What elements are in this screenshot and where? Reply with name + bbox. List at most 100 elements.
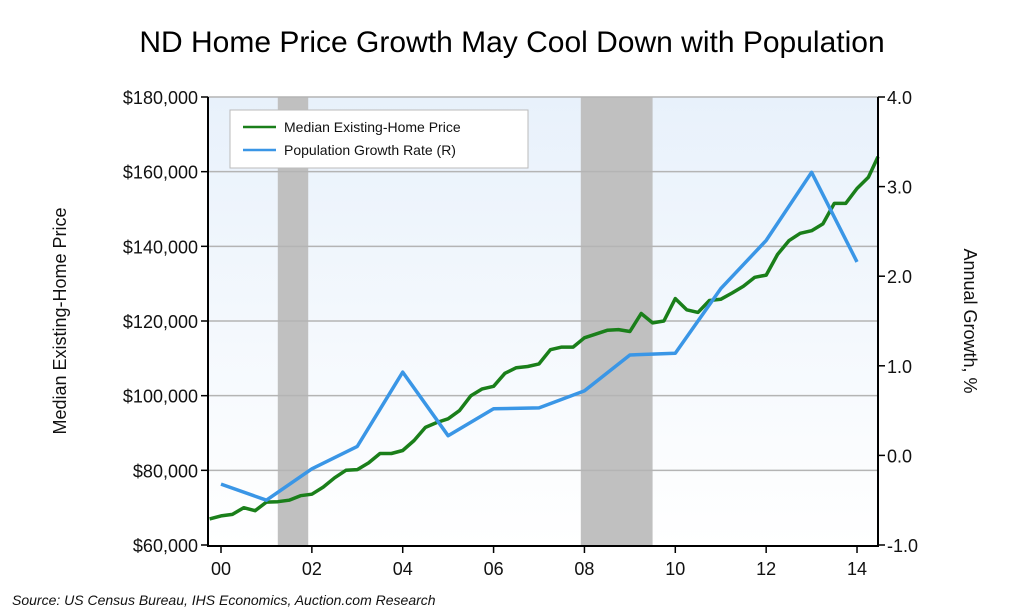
legend-label-population: Population Growth Rate (R): [284, 142, 456, 158]
home-price-point: [323, 487, 324, 488]
home-price-point: [368, 462, 369, 463]
x-tick-label: 08: [574, 559, 594, 579]
home-price-point: [311, 494, 312, 495]
home-price-point: [686, 309, 687, 310]
home-price-point: [357, 469, 358, 470]
home-price-point: [800, 233, 801, 234]
home-price-point: [209, 518, 210, 519]
population-growth-point: [221, 484, 222, 485]
population-growth-point: [675, 353, 676, 354]
population-growth-point: [720, 288, 721, 289]
x-tick-label: 12: [756, 559, 776, 579]
home-price-point: [766, 275, 767, 276]
home-price-point: [811, 230, 812, 231]
left-axis-title: Median Existing-Home Price: [50, 207, 70, 434]
home-price-point: [754, 277, 755, 278]
series-line-home-price: [209, 155, 880, 521]
home-price-point: [561, 347, 562, 348]
home-price-point: [675, 298, 676, 299]
home-price-point: [777, 254, 778, 255]
home-price-point: [698, 312, 699, 313]
home-price-point: [459, 410, 460, 411]
left-tick-label: $60,000: [133, 536, 198, 556]
right-tick-label: -1.0: [887, 536, 918, 556]
gridlines: [208, 96, 878, 472]
home-price-point: [788, 240, 789, 241]
home-price-point: [732, 293, 733, 294]
home-price-point: [550, 349, 551, 350]
left-tick-label: $120,000: [123, 312, 198, 332]
home-price-point: [482, 388, 483, 389]
home-price-point: [834, 203, 835, 204]
home-price-point: [573, 347, 574, 348]
home-price-point: [255, 510, 256, 511]
home-price-point: [868, 177, 869, 178]
home-price-point: [391, 453, 392, 454]
home-price-point: [584, 337, 585, 338]
home-price-point: [243, 507, 244, 508]
home-price-point: [527, 366, 528, 367]
left-tick-label: $80,000: [133, 461, 198, 481]
population-growth-point: [629, 355, 630, 356]
right-axis-ticks: -1.0 0.0 1.0 2.0 3.0 4.0: [878, 88, 918, 556]
left-tick-label: $180,000: [123, 88, 198, 108]
left-tick-label: $100,000: [123, 387, 198, 407]
home-price-point: [493, 386, 494, 387]
home-price-point: [595, 334, 596, 335]
home-price-point: [516, 367, 517, 368]
home-price-point: [539, 363, 540, 364]
home-price-point: [607, 330, 608, 331]
home-price-point: [345, 470, 346, 471]
home-price-point: [470, 395, 471, 396]
x-tick-label: 04: [393, 559, 413, 579]
home-price-point: [289, 500, 290, 501]
home-price-point: [652, 322, 653, 323]
legend: Median Existing-Home Price Population Gr…: [229, 109, 529, 169]
left-axis-ticks: $60,000 $80,000 $100,000 $120,000 $140,000 $1…: [123, 88, 208, 556]
right-axis-title: Annual Growth, %: [960, 248, 980, 393]
home-price-point: [709, 300, 710, 301]
home-price-point: [618, 329, 619, 330]
home-price-point: [663, 321, 664, 322]
x-tick-label: 00: [211, 559, 231, 579]
home-price-point: [425, 427, 426, 428]
population-growth-point: [311, 468, 312, 469]
home-price-point: [221, 515, 222, 516]
population-growth-point: [357, 446, 358, 447]
home-price-point: [857, 188, 858, 189]
home-price-point: [334, 477, 335, 478]
x-tick-label: 14: [847, 559, 867, 579]
home-price-point: [448, 418, 449, 419]
population-growth-point: [857, 261, 858, 262]
home-price-point: [300, 495, 301, 496]
population-growth-point: [402, 372, 403, 373]
x-tick-label: 02: [302, 559, 322, 579]
home-price-point: [380, 453, 381, 454]
home-price-point: [414, 440, 415, 441]
population-growth-point: [266, 500, 267, 501]
population-growth-point: [811, 172, 812, 173]
population-growth-point: [493, 408, 494, 409]
x-axis-ticks: 00 02 04 06 08 10 12 14: [211, 546, 867, 579]
home-price-point: [720, 299, 721, 300]
right-tick-label: 2.0: [887, 267, 912, 287]
home-price-point: [232, 514, 233, 515]
source-note: Source: US Census Bureau, IHS Economics,…: [12, 592, 436, 608]
home-price-point: [845, 203, 846, 204]
left-tick-label: $160,000: [123, 163, 198, 183]
population-growth-point: [448, 435, 449, 436]
home-price-point: [822, 223, 823, 224]
chart-title: ND Home Price Growth May Cool Down with …: [139, 26, 884, 59]
legend-box: [229, 109, 529, 169]
population-growth-point: [584, 390, 585, 391]
right-tick-label: 1.0: [887, 357, 912, 377]
right-tick-label: 4.0: [887, 88, 912, 108]
home-price-point: [641, 313, 642, 314]
home-price-point: [629, 331, 630, 332]
population-growth-point: [539, 407, 540, 408]
x-tick-label: 10: [665, 559, 685, 579]
home-price-point: [277, 501, 278, 502]
left-tick-label: $140,000: [123, 237, 198, 257]
series-line-population-growth: [220, 170, 859, 502]
